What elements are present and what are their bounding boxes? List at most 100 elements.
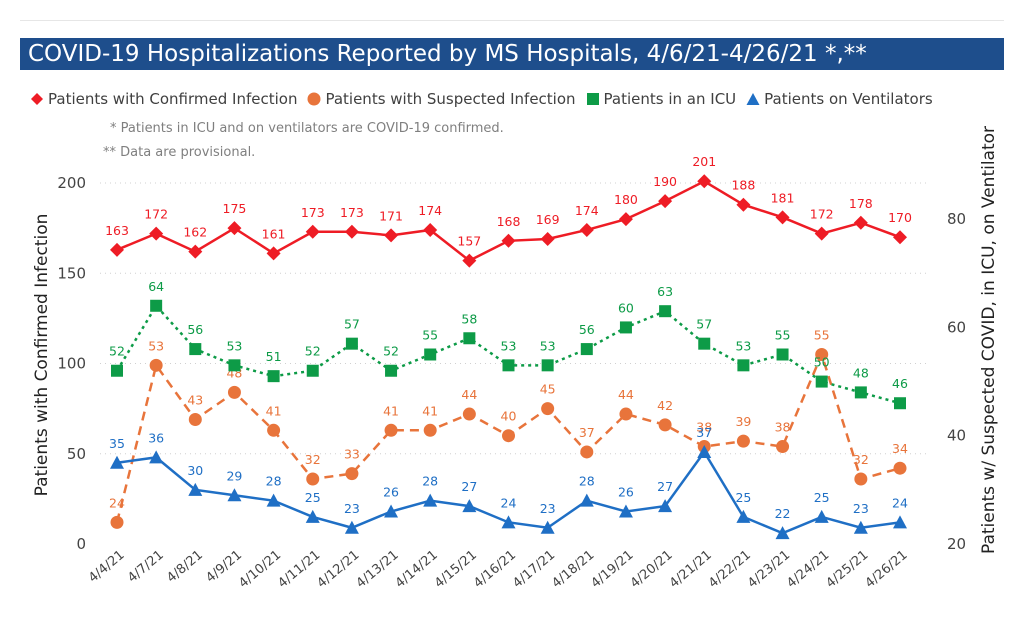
data-point-confirmed	[227, 221, 242, 236]
footnote-icu: * Patients in ICU and on ventilators are…	[110, 121, 504, 136]
data-label: 63	[657, 284, 673, 299]
data-point-icu	[815, 375, 828, 388]
data-label: 39	[735, 414, 751, 429]
data-point-suspected	[188, 412, 202, 426]
data-label: 170	[888, 210, 912, 225]
data-point-icu	[541, 359, 554, 372]
data-point-confirmed	[266, 246, 281, 261]
y-tick-label-left: 150	[57, 264, 86, 282]
data-label: 171	[379, 208, 403, 223]
data-point-confirmed	[618, 212, 633, 227]
data-label: 41	[383, 403, 399, 418]
data-label: 44	[461, 387, 477, 402]
data-point-ventilators	[149, 450, 164, 464]
data-label: 27	[461, 479, 477, 494]
footnote-provisional: ** Data are provisional.	[103, 145, 256, 160]
data-point-icu	[854, 386, 867, 399]
data-label: 36	[148, 430, 164, 445]
data-label: 174	[418, 203, 442, 218]
data-point-icu	[619, 321, 632, 334]
data-label: 53	[226, 338, 242, 353]
data-point-suspected	[384, 423, 398, 437]
data-label: 201	[692, 154, 716, 169]
data-point-suspected	[776, 440, 790, 454]
x-tick-label: 4/8/21	[164, 548, 206, 586]
x-tick-label: 4/25/21	[823, 548, 871, 592]
data-label: 24	[109, 495, 125, 510]
y-tick-label-right: 80	[947, 210, 966, 228]
data-label: 53	[540, 338, 556, 353]
data-label: 55	[814, 328, 830, 343]
x-tick-label: 4/23/21	[745, 548, 793, 592]
x-tick-label: 4/11/21	[275, 548, 323, 592]
data-point-suspected	[502, 429, 515, 443]
data-label: 55	[422, 328, 438, 343]
data-point-suspected	[149, 358, 163, 372]
data-point-confirmed	[814, 226, 829, 241]
data-point-suspected	[306, 472, 320, 486]
y-axis-title-left: Patients with Confirmed Infection	[32, 214, 52, 497]
data-label: 55	[775, 328, 791, 343]
legend-label: Patients with Suspected Infection	[325, 90, 576, 108]
data-point-ventilators	[305, 509, 320, 523]
data-point-ventilators	[618, 504, 633, 518]
data-point-confirmed	[658, 194, 673, 209]
data-point-ventilators	[658, 499, 673, 513]
data-label: 52	[383, 344, 399, 359]
data-point-suspected	[110, 515, 124, 529]
data-label: 162	[183, 225, 207, 240]
x-tick-label: 4/16/21	[471, 548, 519, 592]
data-label: 37	[696, 425, 712, 440]
x-tick-label: 4/12/21	[314, 548, 362, 592]
data-label: 190	[653, 174, 677, 189]
x-tick-label: 4/13/21	[354, 548, 402, 592]
data-label: 44	[618, 387, 634, 402]
data-label: 178	[849, 196, 873, 211]
data-label: 56	[187, 322, 203, 337]
data-point-confirmed	[344, 224, 359, 239]
data-point-icu	[463, 332, 476, 345]
data-label: 48	[853, 365, 869, 380]
data-point-icu	[385, 364, 398, 377]
data-label: 25	[735, 490, 751, 505]
data-point-ventilators	[501, 515, 516, 529]
data-point-ventilators	[384, 504, 399, 518]
data-label: 64	[148, 279, 164, 294]
data-point-ventilators	[462, 499, 477, 513]
x-tick-label: 4/10/21	[236, 548, 284, 592]
data-label: 32	[305, 452, 321, 467]
data-label: 34	[892, 441, 908, 456]
data-label: 33	[344, 447, 360, 462]
data-label: 42	[657, 398, 673, 413]
data-label: 172	[810, 207, 834, 222]
data-label: 163	[105, 223, 129, 238]
legend: Patients with Confirmed Infection Patien…	[30, 88, 943, 110]
data-point-icu	[267, 370, 280, 383]
y-tick-label-right: 60	[947, 318, 966, 336]
chart-title: COVID-19 Hospitalizations Reported by MS…	[20, 38, 1004, 70]
data-point-confirmed	[110, 242, 124, 257]
data-point-ventilators	[188, 482, 203, 496]
data-point-suspected	[462, 407, 476, 421]
data-label: 172	[144, 207, 168, 222]
x-tick-label: 4/4/21	[86, 548, 128, 586]
data-point-ventilators	[540, 520, 555, 534]
data-label: 37	[579, 425, 595, 440]
data-point-icu	[502, 359, 515, 372]
data-label: 23	[540, 501, 556, 516]
data-point-confirmed	[579, 222, 594, 237]
data-point-ventilators	[697, 444, 712, 458]
data-point-confirmed	[697, 174, 712, 189]
data-point-ventilators	[266, 493, 281, 507]
data-label: 28	[579, 474, 595, 489]
data-label: 52	[109, 344, 125, 359]
data-label: 53	[501, 338, 517, 353]
data-label: 173	[301, 205, 325, 220]
data-point-confirmed	[384, 228, 399, 243]
diamond-icon	[31, 93, 43, 105]
data-label: 30	[187, 463, 203, 478]
legend-label: Patients on Ventilators	[764, 90, 933, 108]
data-label: 38	[775, 420, 791, 435]
data-point-confirmed	[462, 253, 477, 268]
data-point-ventilators	[227, 488, 242, 502]
